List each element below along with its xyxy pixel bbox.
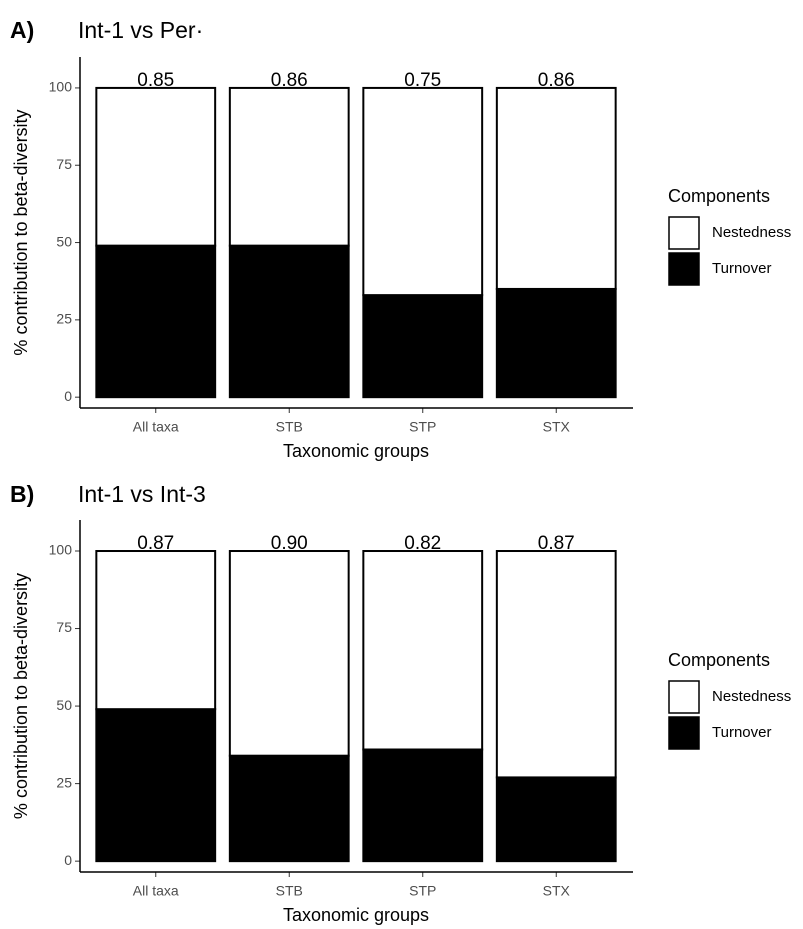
legend-title: Components [668,186,770,206]
bar-segment [228,550,350,757]
bar-label: 0.86 [271,70,308,91]
y-tick-label: 0 [64,852,72,868]
x-tick-label: STP [409,419,436,435]
y-tick-label: 100 [49,79,73,95]
bar-segment [95,550,217,711]
bar-segment [362,550,484,751]
y-tick-label: 75 [56,619,72,635]
x-tick-label: STB [276,883,303,899]
legend-label: Nestedness [712,688,791,705]
bar-label: 0.82 [404,533,441,554]
chart-title: Int-1 vs Int-3 [78,481,206,507]
bar-label: 0.86 [538,70,575,91]
y-tick-label: 50 [56,233,72,249]
bar-label: 0.75 [404,70,441,91]
y-tick-label: 25 [56,311,72,327]
legend-key [668,216,700,250]
legend-key [668,252,700,286]
panel-label: B) [10,481,34,507]
legend-key [668,716,700,750]
x-tick-label: STB [276,419,303,435]
y-tick-label: 0 [64,388,72,404]
x-axis-title: Taxonomic groups [283,905,429,925]
legend-label: Turnover [712,260,771,277]
y-tick-label: 25 [56,774,72,790]
bar-label: 0.85 [137,70,174,91]
bar-segment [228,754,350,863]
bar-segment [362,748,484,863]
bar-segment [362,86,484,297]
bar-label: 0.87 [538,533,575,554]
y-axis-title: % contribution to beta-diversity [11,573,31,819]
bar-segment [495,86,617,290]
x-axis-title: Taxonomic groups [283,441,429,461]
x-tick-label: STX [543,419,571,435]
x-tick-label: All taxa [133,419,179,435]
bar-segment [95,708,217,863]
bar-segment [95,86,217,247]
bar-segment [95,244,217,399]
bar-segment [495,776,617,863]
bar-segment [495,550,617,779]
bar-label: 0.87 [137,533,174,554]
legend-key [668,680,700,714]
bar-segment [228,86,350,247]
y-tick-label: 100 [49,542,73,558]
x-tick-label: All taxa [133,883,179,899]
y-axis-title: % contribution to beta-diversity [11,109,31,355]
bar-segment [362,294,484,399]
legend-title: Components [668,650,770,670]
legend-label: Nestedness [712,224,791,241]
legend-label: Turnover [712,724,771,741]
bar-segment [495,287,617,399]
y-tick-label: 75 [56,156,72,172]
bar-label: 0.90 [271,533,308,554]
bar-segment [228,244,350,399]
x-tick-label: STP [409,883,436,899]
panel-label: A) [10,17,34,43]
y-tick-label: 50 [56,697,72,713]
x-tick-label: STX [543,883,571,899]
chart-title: Int-1 vs Per· [78,17,203,43]
